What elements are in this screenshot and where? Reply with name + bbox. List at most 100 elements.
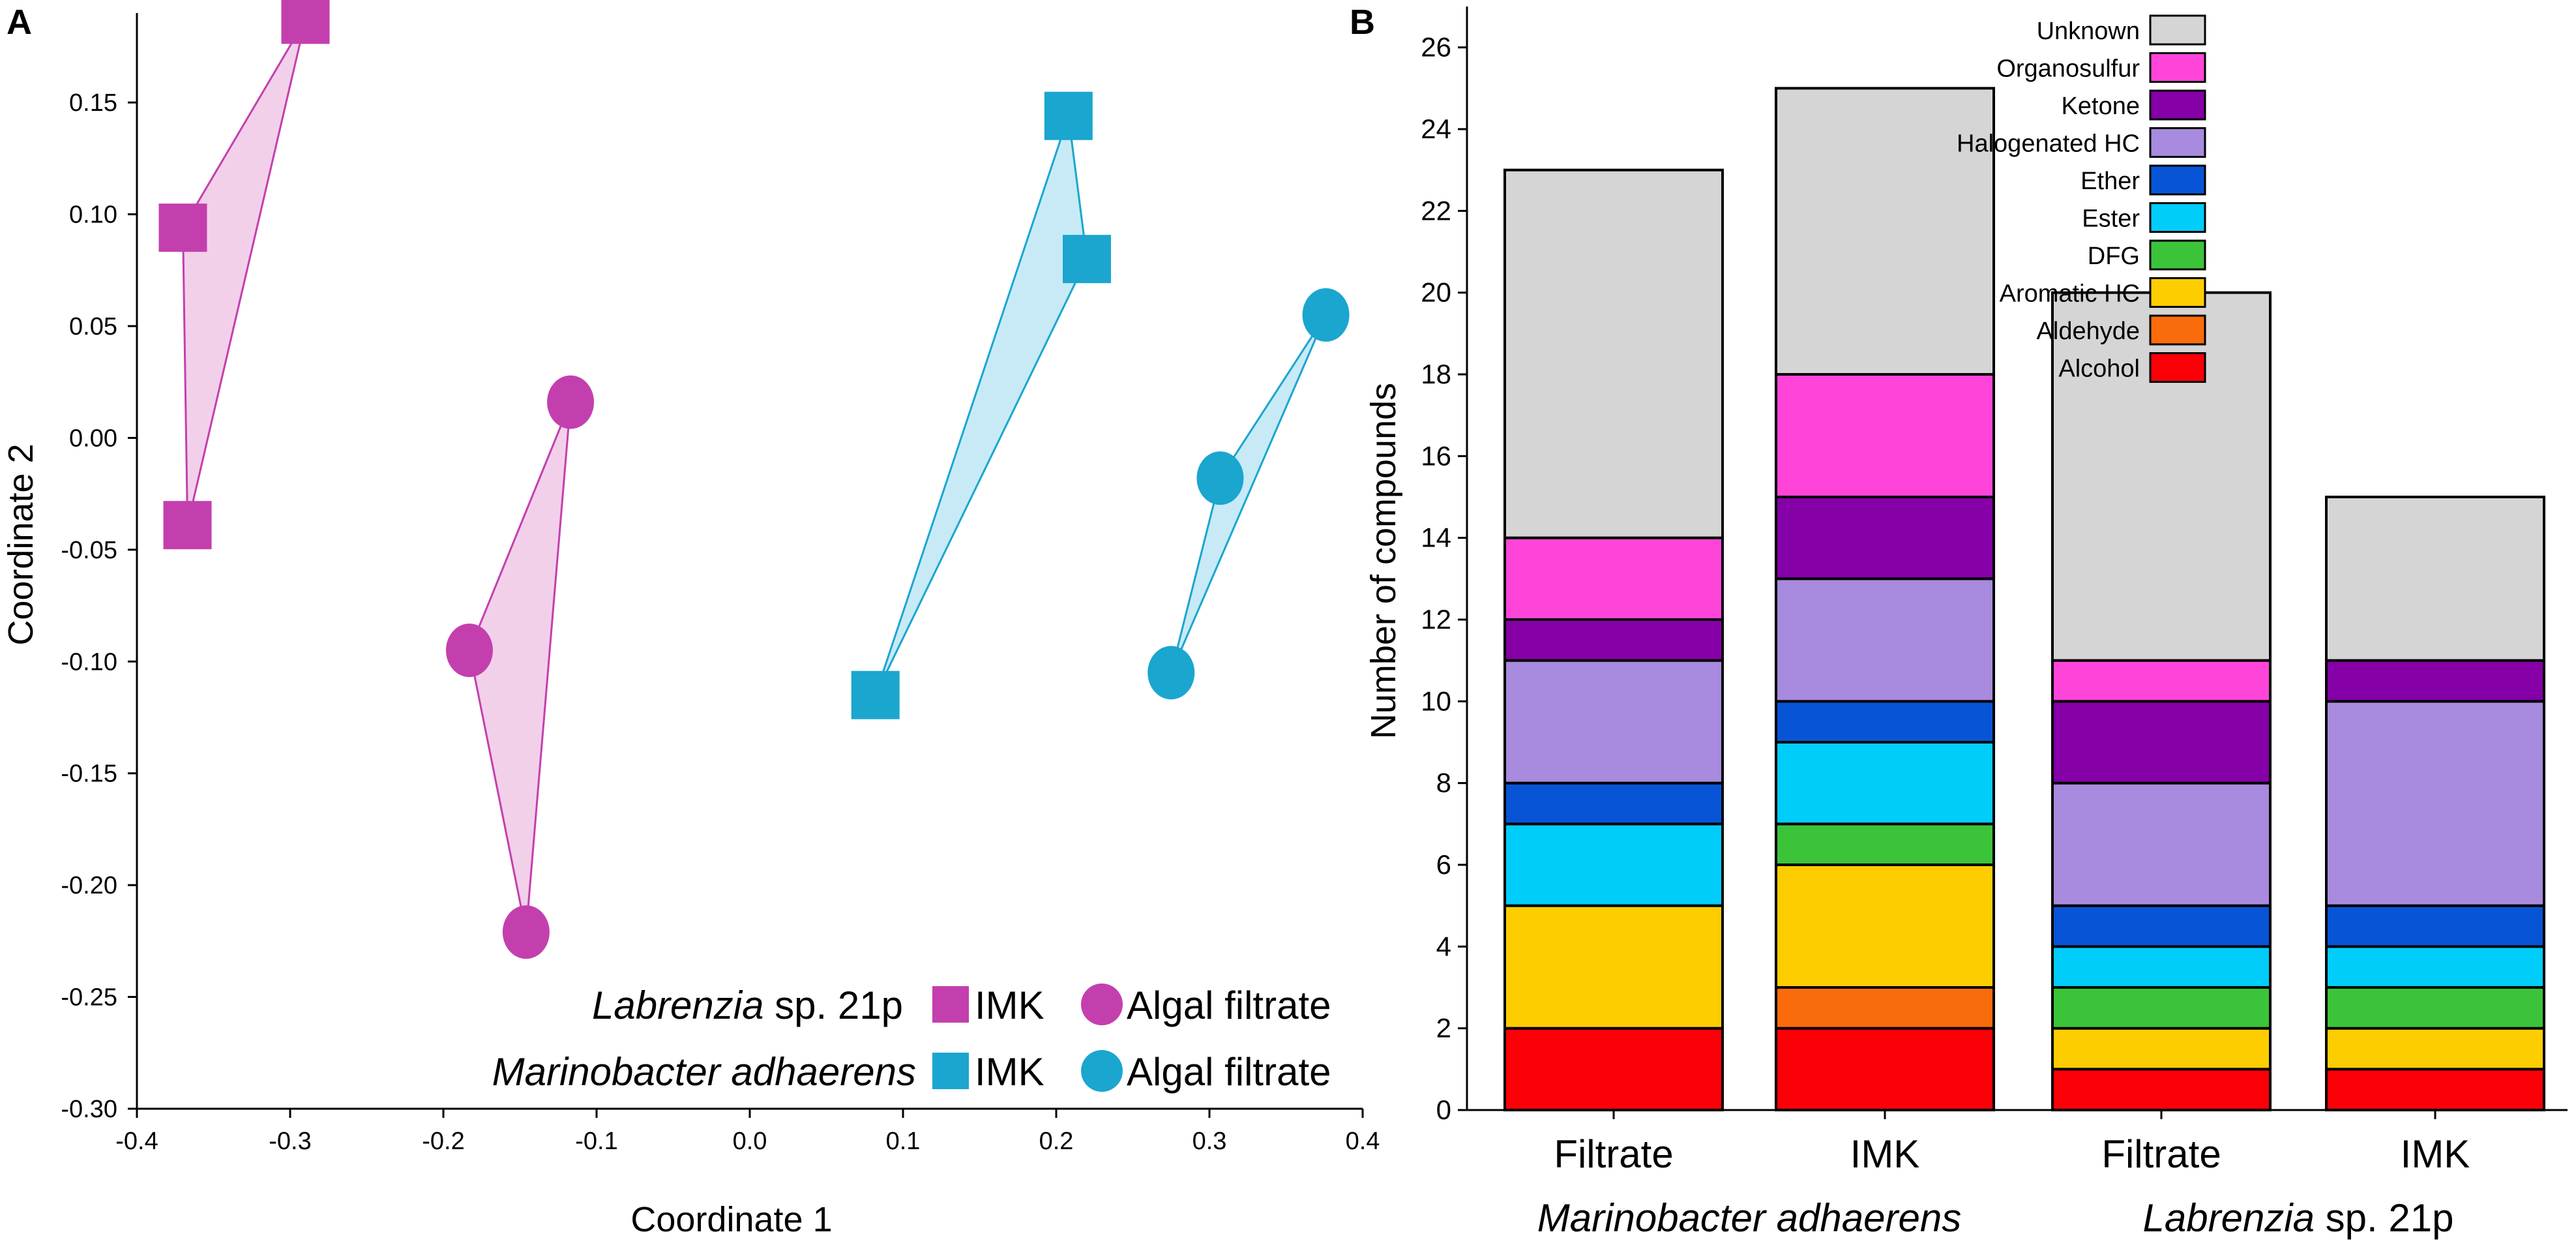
y-tick-label: 18 bbox=[1421, 359, 1451, 389]
legend-swatch-organosulfur bbox=[2149, 52, 2206, 83]
point-lab-imk bbox=[163, 501, 212, 550]
legend-swatch-aldehyde bbox=[2149, 314, 2206, 346]
bar-segment-ether bbox=[2325, 904, 2545, 948]
bar-segment-ketone bbox=[1775, 496, 1995, 580]
x-tick-label: 0.2 bbox=[1039, 1128, 1074, 1155]
bar-segment-ester bbox=[2051, 945, 2272, 989]
bar-segment-halogenated-hc bbox=[2051, 781, 2272, 907]
legend-marker-square bbox=[932, 1053, 969, 1089]
legend-imk-label: IMK bbox=[975, 1050, 1044, 1094]
axes bbox=[136, 13, 1363, 1110]
legend-organism-italic: Marinobacter adhaerens bbox=[492, 1050, 916, 1094]
bar-segment-ketone bbox=[1503, 618, 1724, 662]
y-tick-label: 12 bbox=[1421, 604, 1451, 635]
bar-segment-unknown bbox=[2325, 496, 2545, 662]
bar-segment-unknown bbox=[1503, 168, 1724, 539]
y-tick-label: 14 bbox=[1421, 522, 1451, 553]
y-tick-label: 20 bbox=[1421, 277, 1451, 308]
y-tick-label: 22 bbox=[1421, 195, 1451, 226]
y-tick-label: 4 bbox=[1436, 931, 1451, 961]
hull-lab-filtrate bbox=[468, 402, 572, 933]
y-axis-label: Coordinate 2 bbox=[1, 443, 40, 645]
y-tick-label: 26 bbox=[1421, 32, 1451, 63]
bar-legend: Unknown Organosulfur Ketone Halogenated HC E… bbox=[1957, 14, 2206, 383]
point-lab-filtrate bbox=[445, 624, 493, 678]
y-tick-label: 10 bbox=[1421, 685, 1451, 716]
point-lab-imk bbox=[158, 203, 207, 252]
y-axis-label: Number of compounds bbox=[1364, 383, 1403, 739]
y-tick-label: 16 bbox=[1421, 440, 1451, 471]
legend-swatch-halogenated-hc bbox=[2149, 127, 2206, 158]
y-tick-label: 6 bbox=[1436, 849, 1451, 880]
legend-label-dfg: DFG bbox=[2088, 243, 2140, 270]
x-ticks: -0.4 -0.3 -0.2 -0.1 0.0 0.1 0.2 0.3 0.4 bbox=[115, 1109, 1380, 1155]
x-tick-label: -0.2 bbox=[422, 1128, 464, 1155]
y-tick-label: 0.15 bbox=[69, 89, 117, 117]
legend-swatch-alcohol bbox=[2149, 352, 2206, 383]
legend-label-organosulfur: Organosulfur bbox=[1996, 55, 2140, 83]
legend-marker-circle bbox=[1081, 1050, 1123, 1092]
x-tick-label: Filtrate bbox=[1554, 1132, 1673, 1176]
legend-swatch-ether bbox=[2149, 164, 2206, 196]
bar-segment-aromatic-hc bbox=[2051, 1027, 2272, 1071]
legend-label-aromatic-hc: Aromatic HC bbox=[2000, 280, 2140, 308]
bar-segment-alcohol bbox=[1503, 1027, 1724, 1111]
x-tick-label: 0.4 bbox=[1346, 1128, 1380, 1155]
point-mar-filtrate bbox=[1196, 451, 1244, 505]
bar-segment-ether bbox=[1503, 781, 1724, 826]
legend-label-ester: Ester bbox=[2082, 205, 2140, 233]
x-tick-label: 0.1 bbox=[886, 1128, 921, 1155]
y-tick-label: -0.25 bbox=[61, 984, 117, 1012]
bar-segment-unknown bbox=[2051, 291, 2272, 662]
panel-label-b: B bbox=[1350, 3, 1375, 42]
stacked-bars bbox=[1503, 87, 2545, 1112]
bar-segment-dfg bbox=[2325, 986, 2545, 1030]
point-lab-filtrate bbox=[547, 375, 595, 429]
x-tick-label: Filtrate bbox=[2101, 1132, 2221, 1176]
bar-segment-aromatic-hc bbox=[1775, 864, 1995, 989]
group-label-italic: Labrenzia bbox=[2142, 1196, 2315, 1240]
y-tick-label: 0.00 bbox=[69, 425, 117, 452]
panel-label-a: A bbox=[7, 3, 32, 42]
bar-stack-3 bbox=[2325, 496, 2545, 1112]
point-mar-imk bbox=[851, 670, 900, 719]
group-label-rest: sp. 21p bbox=[2315, 1196, 2454, 1240]
group-labels: Marinobacter adhaerens Labrenzia sp. 21p bbox=[1537, 1196, 2454, 1240]
bar-segment-ester bbox=[1775, 741, 1995, 826]
bar-segment-ether bbox=[1775, 700, 1995, 744]
legend-marker-square bbox=[932, 986, 969, 1023]
y-tick-label: 8 bbox=[1436, 768, 1451, 798]
scatter-legend: Labrenzia sp. 21p IMK Algal filtrate Mar… bbox=[492, 984, 1331, 1094]
bar-segment-organosulfur bbox=[1503, 536, 1724, 622]
x-tick-label: IMK bbox=[1850, 1132, 1920, 1176]
bar-segment-alcohol bbox=[2325, 1068, 2545, 1112]
bar-segment-halogenated-hc bbox=[1775, 577, 1995, 703]
bar-segment-halogenated-hc bbox=[1503, 659, 1724, 785]
y-tick-label: 2 bbox=[1436, 1013, 1451, 1044]
legend-swatch-dfg bbox=[2149, 239, 2206, 271]
bar-segment-ketone bbox=[2325, 659, 2545, 703]
panel-a-scatter: A -0.4 -0.3 -0.2 -0.1 0.0 0.1 0.2 0.3 0.4 -0.30-… bbox=[1, 0, 1380, 1239]
legend-swatch-ketone bbox=[2149, 89, 2206, 121]
legend-row-marinobacter: Marinobacter adhaerens IMK Algal filtrat… bbox=[492, 1050, 1331, 1094]
legend-organism-italic: Labrenzia bbox=[592, 984, 764, 1027]
y-tick-label: -0.10 bbox=[61, 648, 117, 676]
y-tick-label: -0.20 bbox=[61, 872, 117, 899]
bar-segment-ketone bbox=[2051, 700, 2272, 785]
bar-stack-2 bbox=[2051, 291, 2272, 1112]
y-tick-label: -0.15 bbox=[61, 760, 117, 788]
legend-organism-labrenzia: Labrenzia sp. 21p bbox=[592, 984, 903, 1027]
bar-segment-alcohol bbox=[2051, 1068, 2272, 1112]
group-label: Marinobacter adhaerens bbox=[1537, 1196, 1961, 1240]
axes bbox=[1466, 7, 2568, 1111]
bar-segment-aromatic-hc bbox=[1503, 904, 1724, 1030]
legend-label-ketone: Ketone bbox=[2062, 93, 2140, 120]
x-ticks: Filtrate IMK Filtrate IMK bbox=[1554, 1110, 2470, 1176]
point-mar-imk bbox=[1044, 91, 1093, 140]
legend-organism-marinobacter: Marinobacter adhaerens bbox=[492, 1050, 916, 1094]
group-label-italic: Marinobacter adhaerens bbox=[1537, 1196, 1961, 1240]
bar-segment-dfg bbox=[2051, 986, 2272, 1030]
bar-segment-aromatic-hc bbox=[2325, 1027, 2545, 1071]
legend-filtrate-label: Algal filtrate bbox=[1127, 1050, 1331, 1094]
